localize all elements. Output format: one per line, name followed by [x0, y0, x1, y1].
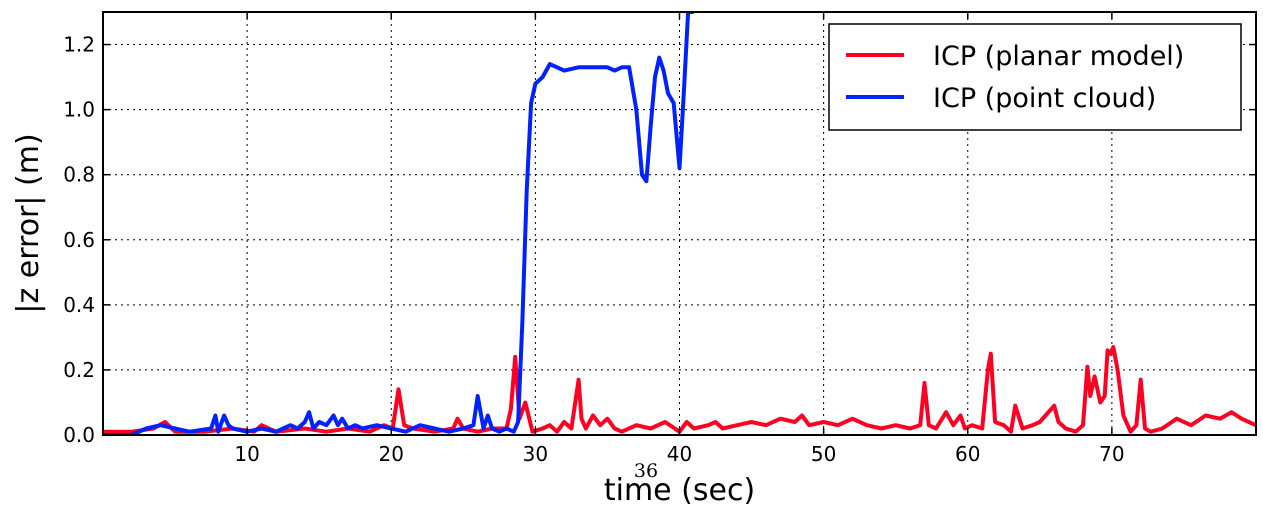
y-tick-label: 0.2 — [63, 358, 95, 382]
x-tick-label: 60 — [955, 442, 980, 466]
legend-label-planar: ICP (planar model) — [933, 41, 1184, 72]
x-tick-label: 70 — [1099, 442, 1124, 466]
legend: ICP (planar model) ICP (point cloud) — [828, 23, 1242, 131]
x-tick-label: 30 — [523, 442, 548, 466]
x-tick-label: 50 — [811, 442, 836, 466]
y-tick-label: 1.2 — [63, 33, 95, 57]
series-line-planar-model — [103, 345, 1256, 434]
x-axis-label: time (sec) — [604, 473, 755, 508]
legend-box — [828, 23, 1242, 131]
series-line-point-cloud — [103, 12, 695, 435]
x-tick-label: 10 — [234, 442, 259, 466]
x-tick-label: 40 — [667, 442, 692, 466]
y-tick-label: 1.0 — [63, 98, 95, 122]
legend-label-point-cloud: ICP (point cloud) — [933, 83, 1156, 114]
y-tick-label: 0.8 — [63, 163, 95, 187]
series-layer — [103, 12, 1256, 435]
page-number: 36 — [634, 460, 658, 482]
y-tick-label: 0.6 — [63, 228, 95, 252]
ticks — [103, 12, 1256, 436]
tick-labels: 10 20 30 40 50 60 70 0.0 0.2 0.4 0.6 0.8 1.0 1.2 — [63, 33, 1124, 466]
x-tick-label: 20 — [379, 442, 404, 466]
y-axis-label: |z error| (m) — [11, 133, 46, 313]
y-tick-label: 0.4 — [63, 293, 95, 317]
y-tick-label: 0.0 — [63, 423, 95, 447]
